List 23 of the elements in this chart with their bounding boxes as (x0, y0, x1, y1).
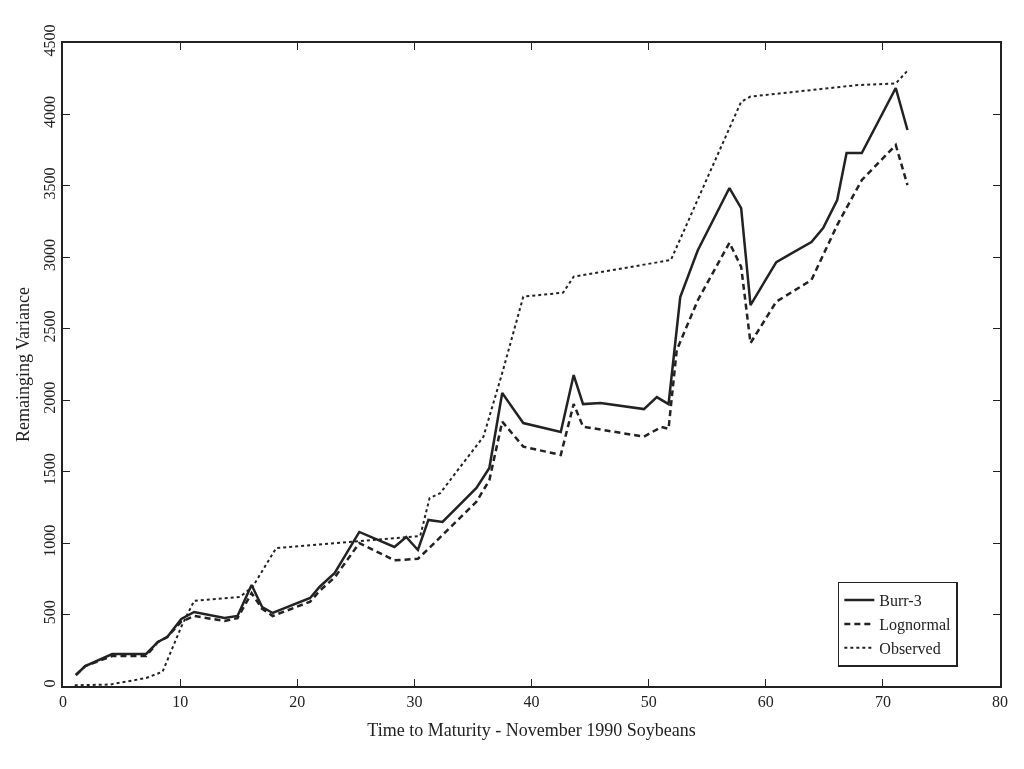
x-axis-title: Time to Maturity - November 1990 Soybeans (367, 719, 696, 740)
legend-label: Burr-3 (879, 592, 922, 610)
y-axis-title: Remainging Variance (13, 286, 34, 443)
legend-label: Observed (879, 639, 941, 657)
y-tick-label: 3500 (40, 167, 58, 200)
legend-label: Lognormal (879, 616, 951, 635)
y-tick-label: 2500 (40, 310, 58, 343)
y-tick-label: 1000 (40, 524, 58, 557)
x-tick-label: 80 (992, 693, 1008, 711)
y-tick-label: 0 (40, 679, 58, 688)
x-tick-label: 10 (172, 693, 189, 711)
x-tick-label: 30 (406, 693, 423, 711)
x-tick-label: 50 (640, 693, 657, 711)
y-tick-label: 4500 (40, 24, 58, 57)
x-tick-label: 20 (289, 693, 306, 711)
x-tick-label: 40 (523, 693, 540, 711)
x-tick-label: 60 (757, 693, 774, 711)
y-tick-label: 500 (40, 600, 58, 625)
y-tick-label: 1500 (40, 453, 58, 486)
y-tick-label: 3000 (40, 238, 58, 271)
x-tick-label: 70 (874, 693, 891, 711)
y-tick-label: 2000 (40, 381, 58, 414)
y-tick-label: 4000 (40, 96, 58, 129)
